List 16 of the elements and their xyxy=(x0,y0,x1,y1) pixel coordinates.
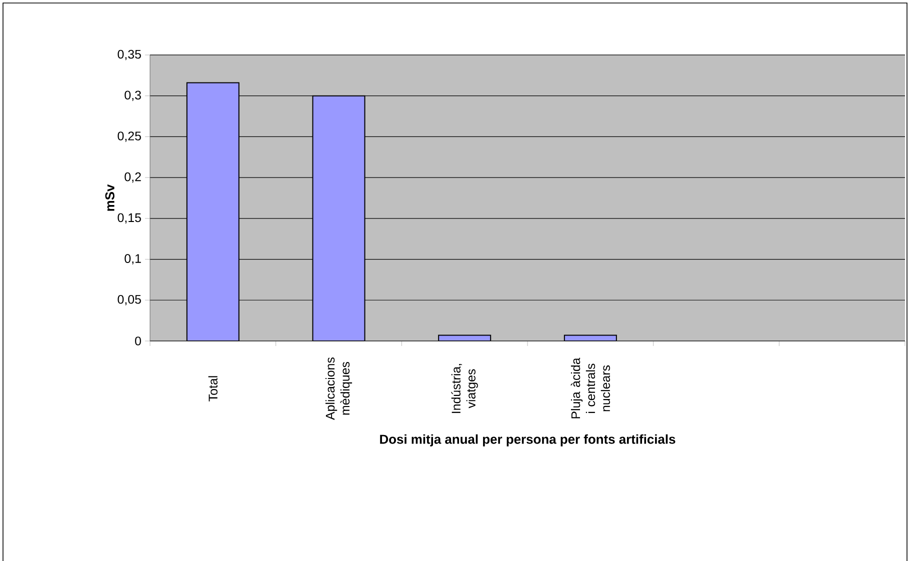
x-tick-label: Pluja àcida i centrals nuclears xyxy=(570,358,610,418)
y-axis-title: mSv xyxy=(105,184,114,211)
y-tick-label: 0,2 xyxy=(124,172,141,183)
y-tick-label: 0,35 xyxy=(118,50,141,60)
y-tick-label: 0,25 xyxy=(118,132,141,142)
bar xyxy=(438,334,492,341)
y-tick-label: 0,3 xyxy=(124,90,141,101)
bar xyxy=(564,334,617,341)
y-tick-label: 0,1 xyxy=(124,254,141,264)
x-tick-label: Aplicacions mèdiques xyxy=(325,357,352,420)
y-tick-label: 0 xyxy=(135,336,141,346)
x-axis-title: Dosi mitja anual per persona per fonts artificials xyxy=(380,434,676,446)
x-tick-label: Indústria, viatges xyxy=(451,364,478,413)
y-tick-label: 0,05 xyxy=(118,294,141,306)
x-tick-label: Total xyxy=(208,376,218,402)
y-tick-label: 0,15 xyxy=(118,213,141,224)
